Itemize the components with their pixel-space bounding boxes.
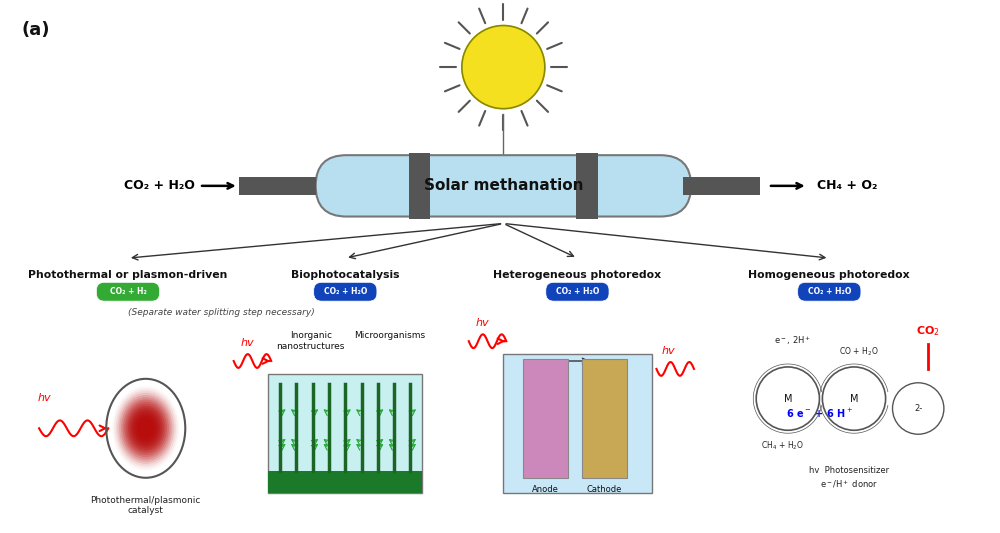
FancyBboxPatch shape (546, 282, 609, 301)
Text: CO + H$_2$O: CO + H$_2$O (839, 345, 879, 358)
Text: CO₂ + H₂: CO₂ + H₂ (110, 287, 146, 296)
Ellipse shape (144, 426, 148, 431)
Text: Photothermal or plasmon-driven: Photothermal or plasmon-driven (28, 270, 228, 280)
Ellipse shape (130, 408, 162, 448)
FancyBboxPatch shape (268, 374, 422, 492)
Ellipse shape (139, 419, 153, 437)
Ellipse shape (126, 404, 165, 453)
Ellipse shape (142, 424, 149, 433)
Ellipse shape (135, 415, 156, 442)
Ellipse shape (132, 410, 160, 446)
FancyBboxPatch shape (798, 282, 861, 301)
Text: (Separate water splitting step necessary): (Separate water splitting step necessary… (128, 308, 315, 317)
Ellipse shape (121, 397, 171, 459)
Ellipse shape (128, 406, 164, 450)
Ellipse shape (133, 413, 158, 444)
FancyBboxPatch shape (683, 177, 760, 195)
Text: hv: hv (661, 346, 675, 356)
FancyBboxPatch shape (268, 471, 422, 492)
FancyBboxPatch shape (409, 153, 430, 219)
Text: H$_2$O: H$_2$O (524, 444, 541, 457)
FancyBboxPatch shape (239, 177, 316, 195)
Text: hv  Photosensitizer: hv Photosensitizer (809, 466, 889, 475)
Ellipse shape (119, 395, 172, 462)
Text: Anode: Anode (532, 484, 559, 494)
Text: hv: hv (241, 338, 254, 348)
Text: CO₂ + H₂O: CO₂ + H₂O (808, 287, 851, 296)
Ellipse shape (117, 393, 174, 464)
Circle shape (462, 26, 545, 109)
Text: H$^+$: H$^+$ (551, 369, 564, 381)
Text: CO₂ + H₂O: CO₂ + H₂O (556, 287, 599, 296)
Text: Biophotocatalysis: Biophotocatalysis (291, 270, 400, 280)
FancyBboxPatch shape (316, 155, 691, 216)
Text: CO₂ + H₂O: CO₂ + H₂O (324, 287, 367, 296)
Text: Cathode: Cathode (587, 484, 622, 494)
Text: CH₄ + O₂: CH₄ + O₂ (817, 179, 877, 192)
Text: Homogeneous photoredox: Homogeneous photoredox (748, 270, 910, 280)
Text: CO₂ + H₂O: CO₂ + H₂O (124, 179, 195, 192)
Ellipse shape (124, 401, 167, 455)
Text: M: M (850, 393, 858, 403)
Text: e$^-$, 2H$^+$: e$^-$, 2H$^+$ (774, 335, 811, 347)
FancyBboxPatch shape (582, 359, 627, 478)
Text: hv: hv (37, 393, 51, 402)
Ellipse shape (140, 422, 151, 435)
Ellipse shape (114, 388, 178, 469)
FancyBboxPatch shape (576, 153, 598, 219)
Text: CO$_2$: CO$_2$ (916, 324, 940, 338)
FancyBboxPatch shape (314, 282, 377, 301)
Text: CH$_4$ + H$_2$O: CH$_4$ + H$_2$O (761, 439, 804, 451)
FancyBboxPatch shape (96, 282, 160, 301)
Text: 6 e$^-$ + 6 H$^+$: 6 e$^-$ + 6 H$^+$ (786, 407, 853, 421)
Ellipse shape (137, 417, 155, 439)
Text: Heterogeneous photoredox: Heterogeneous photoredox (493, 270, 661, 280)
Text: Microorganisms: Microorganisms (354, 332, 425, 340)
Ellipse shape (116, 391, 176, 466)
Text: M: M (784, 393, 792, 403)
Text: CH$_4$: CH$_4$ (609, 434, 625, 447)
FancyBboxPatch shape (523, 359, 568, 478)
Text: CO$_2$: CO$_2$ (609, 394, 625, 407)
FancyBboxPatch shape (503, 354, 652, 492)
Text: Inorganic
nanostructures: Inorganic nanostructures (277, 332, 345, 351)
Text: O$_2$: O$_2$ (527, 394, 538, 407)
Text: Solar methanation: Solar methanation (424, 179, 583, 193)
Text: 2-: 2- (914, 404, 922, 413)
Text: (a): (a) (21, 21, 50, 38)
Ellipse shape (123, 399, 169, 457)
Text: e$^-$/H$^+$ donor: e$^-$/H$^+$ donor (820, 479, 878, 490)
Text: e$^-$: e$^-$ (535, 421, 547, 430)
Text: Photothermal/plasmonic
catalyst: Photothermal/plasmonic catalyst (91, 496, 201, 515)
Text: hv: hv (476, 318, 489, 328)
